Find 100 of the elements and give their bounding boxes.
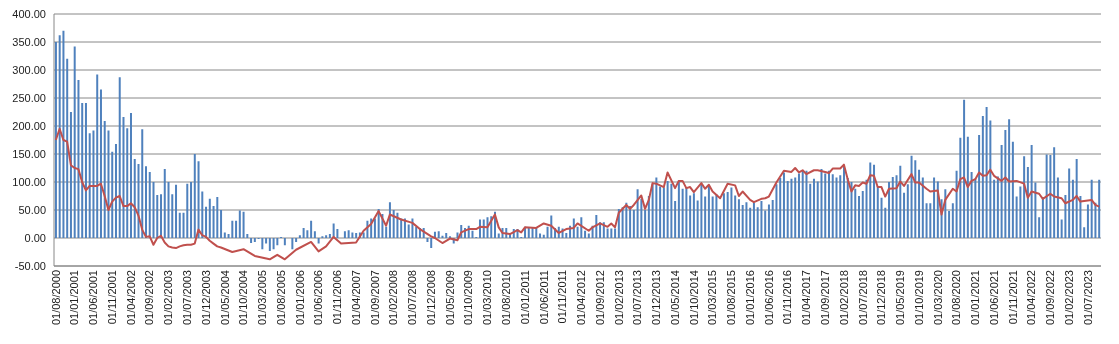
bar bbox=[238, 210, 241, 238]
bar bbox=[704, 196, 707, 238]
bar bbox=[734, 195, 737, 238]
bar bbox=[1038, 217, 1041, 238]
bar bbox=[719, 209, 722, 238]
bar bbox=[677, 180, 680, 238]
bar bbox=[430, 238, 433, 249]
x-tick-label: 01/12/2003 bbox=[199, 270, 212, 326]
bar bbox=[396, 212, 399, 238]
bar bbox=[81, 103, 84, 238]
y-tick-label: 350.00 bbox=[12, 35, 46, 48]
x-tick-label: 01/09/2002 bbox=[143, 270, 156, 326]
x-tick-label: 01/05/2019 bbox=[894, 270, 907, 326]
bar bbox=[126, 128, 129, 238]
bar bbox=[801, 170, 804, 238]
bar bbox=[1064, 194, 1067, 238]
bar bbox=[66, 58, 69, 238]
bar bbox=[805, 170, 808, 238]
bar bbox=[302, 227, 305, 238]
bar bbox=[933, 177, 936, 238]
bar bbox=[644, 210, 647, 238]
bar bbox=[595, 215, 598, 238]
x-tick-label: 01/03/2015 bbox=[706, 270, 719, 326]
bar bbox=[253, 238, 256, 242]
y-tick-label: 0.00 bbox=[24, 231, 46, 244]
bar bbox=[715, 194, 718, 238]
bar bbox=[970, 171, 973, 238]
x-tick-label: 01/02/2023 bbox=[1062, 270, 1075, 326]
x-tick-label: 01/07/2018 bbox=[856, 270, 869, 326]
x-tick-label: 01/08/2005 bbox=[274, 270, 287, 326]
bar bbox=[99, 89, 102, 238]
bar bbox=[797, 173, 800, 238]
bar bbox=[760, 201, 763, 238]
bar bbox=[681, 188, 684, 238]
bar bbox=[861, 190, 864, 238]
bar bbox=[809, 183, 812, 238]
bar bbox=[767, 204, 770, 238]
bar bbox=[839, 175, 842, 238]
bar bbox=[92, 130, 95, 238]
y-tick-label: -50.00 bbox=[14, 259, 46, 272]
bar bbox=[235, 220, 238, 238]
bar bbox=[325, 235, 328, 238]
bar bbox=[1068, 168, 1071, 238]
bar bbox=[343, 231, 346, 238]
x-tick-label: 01/01/2001 bbox=[68, 270, 81, 326]
bar bbox=[145, 166, 147, 238]
bar bbox=[175, 184, 178, 238]
bar bbox=[621, 207, 624, 238]
bar bbox=[636, 189, 639, 238]
x-tick-label: 01/02/2008 bbox=[387, 270, 400, 326]
bar bbox=[850, 182, 853, 238]
bar bbox=[118, 77, 121, 238]
x-tick-label: 01/04/2022 bbox=[1025, 270, 1038, 326]
bar bbox=[749, 207, 752, 238]
bar bbox=[84, 103, 87, 238]
x-tick-label: 01/08/2015 bbox=[725, 270, 738, 326]
bar bbox=[197, 161, 200, 238]
x-tick-label: 01/10/2019 bbox=[912, 270, 925, 326]
x-tick-label: 01/11/2021 bbox=[1006, 270, 1019, 325]
bar bbox=[471, 230, 474, 238]
bar bbox=[250, 238, 253, 244]
bar bbox=[193, 154, 196, 238]
x-tick-label: 01/05/2004 bbox=[218, 270, 231, 326]
bar bbox=[880, 197, 883, 238]
bar bbox=[283, 238, 286, 246]
bar bbox=[662, 187, 665, 238]
x-tick-label: 01/06/2006 bbox=[312, 270, 325, 326]
bar bbox=[310, 220, 313, 238]
bar bbox=[820, 169, 823, 238]
bar bbox=[426, 238, 429, 242]
bar bbox=[929, 203, 932, 238]
x-tick-label: 01/10/2009 bbox=[462, 270, 475, 326]
bar bbox=[674, 201, 677, 238]
bar bbox=[722, 193, 725, 238]
bar bbox=[295, 238, 298, 242]
bar bbox=[268, 238, 271, 251]
bar bbox=[114, 143, 117, 238]
bar bbox=[981, 115, 984, 238]
x-tick-label: 01/02/2013 bbox=[612, 270, 625, 326]
bar bbox=[730, 187, 733, 238]
y-tick-label: 100.00 bbox=[12, 175, 46, 188]
x-tick-label: 01/08/2000 bbox=[49, 270, 62, 326]
bar bbox=[220, 210, 223, 238]
bar bbox=[606, 228, 609, 238]
bar bbox=[670, 183, 673, 238]
x-tick-label: 01/07/2023 bbox=[1081, 270, 1094, 326]
x-tick-label: 01/09/2007 bbox=[368, 270, 381, 326]
bar bbox=[707, 185, 710, 238]
bar bbox=[1098, 179, 1101, 238]
y-tick-label: 200.00 bbox=[12, 119, 46, 132]
bar bbox=[996, 176, 999, 238]
bar bbox=[1075, 159, 1078, 238]
bar bbox=[1023, 156, 1026, 238]
bar bbox=[216, 197, 219, 238]
bar bbox=[948, 211, 951, 238]
bar bbox=[437, 231, 440, 238]
bar bbox=[888, 182, 891, 238]
bar bbox=[869, 162, 872, 238]
bar bbox=[261, 238, 264, 250]
bar bbox=[632, 210, 635, 238]
